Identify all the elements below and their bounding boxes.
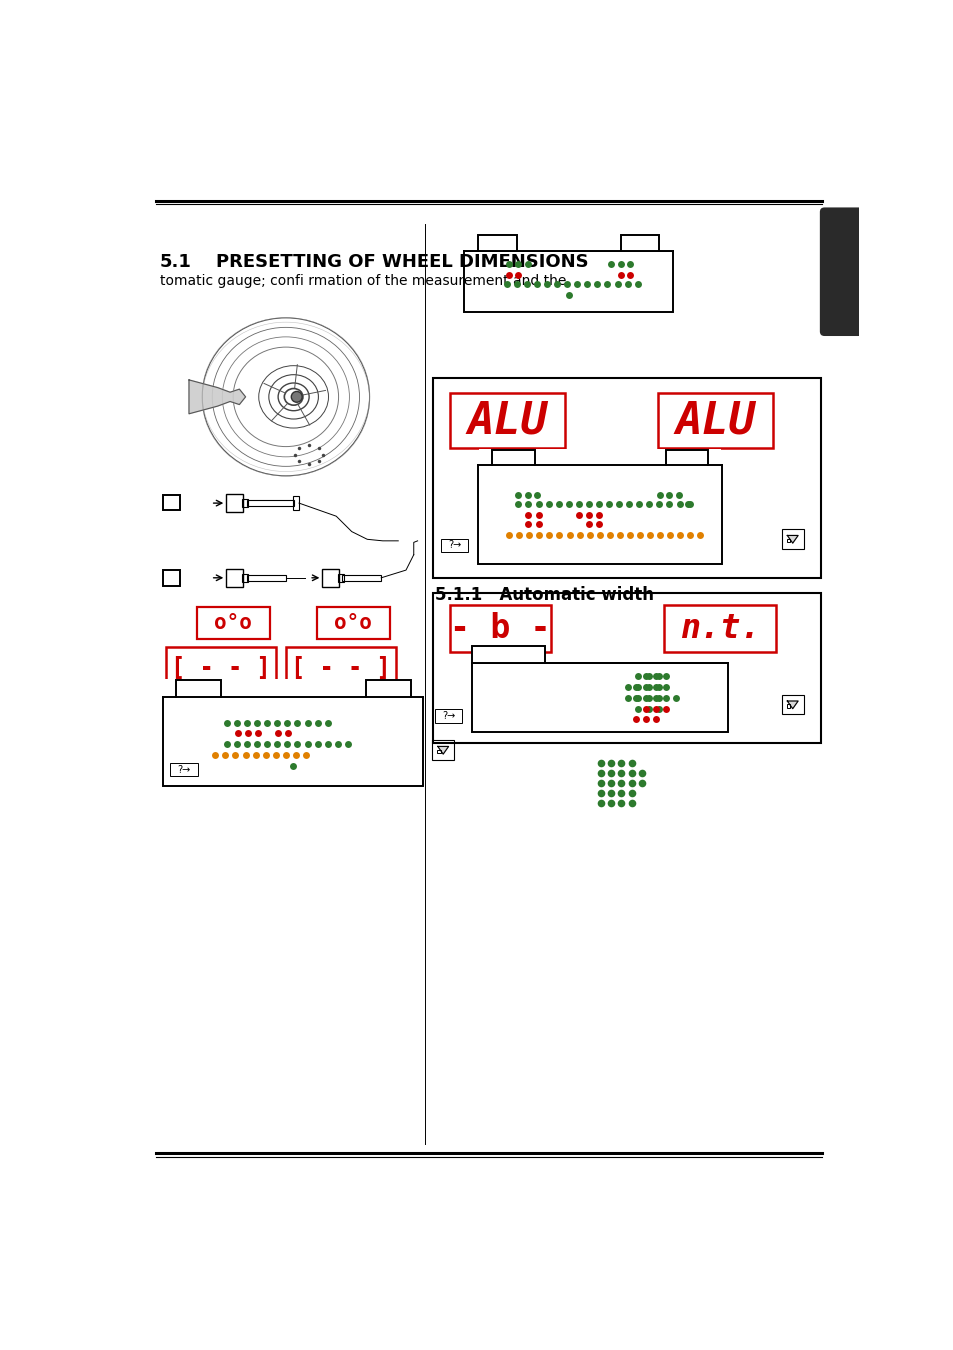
Bar bbox=[247, 500, 294, 506]
Text: - b -: - b - bbox=[450, 612, 550, 645]
Bar bbox=[781, 695, 802, 714]
Bar bbox=[316, 608, 390, 640]
Bar bbox=[477, 235, 517, 251]
Text: ALU: ALU bbox=[467, 400, 547, 443]
Text: ?→: ?→ bbox=[448, 540, 461, 551]
Bar bbox=[293, 497, 298, 510]
Text: o°o: o°o bbox=[334, 613, 372, 633]
Text: 5.1.1   Automatic width: 5.1.1 Automatic width bbox=[435, 586, 653, 603]
Bar bbox=[450, 605, 550, 652]
Bar bbox=[337, 574, 344, 582]
Bar bbox=[464, 251, 673, 312]
Bar bbox=[196, 608, 270, 640]
Bar bbox=[620, 235, 659, 251]
Text: ?→: ?→ bbox=[176, 764, 190, 775]
Text: tomatic gauge; confi rmation of the measurement and the: tomatic gauge; confi rmation of the meas… bbox=[159, 274, 565, 288]
Bar bbox=[477, 466, 721, 564]
Bar bbox=[226, 494, 243, 513]
Text: 5.1: 5.1 bbox=[159, 252, 192, 271]
Bar bbox=[432, 740, 454, 760]
Bar bbox=[241, 500, 248, 508]
Bar bbox=[450, 393, 564, 448]
Bar bbox=[433, 593, 820, 744]
Bar bbox=[492, 450, 534, 466]
Bar bbox=[226, 568, 243, 587]
Text: o°o: o°o bbox=[214, 613, 252, 633]
Bar bbox=[658, 393, 772, 448]
Bar bbox=[440, 539, 468, 552]
Polygon shape bbox=[786, 701, 798, 709]
Bar bbox=[286, 647, 395, 690]
Bar bbox=[365, 680, 410, 697]
Bar bbox=[163, 570, 180, 586]
Polygon shape bbox=[786, 536, 798, 543]
Text: PRESETTING OF WHEEL DIMENSIONS: PRESETTING OF WHEEL DIMENSIONS bbox=[216, 252, 588, 271]
Circle shape bbox=[291, 392, 302, 402]
Bar bbox=[322, 568, 339, 587]
Bar bbox=[472, 645, 545, 663]
Text: ?→: ?→ bbox=[441, 711, 455, 721]
Bar bbox=[785, 539, 790, 543]
Bar bbox=[163, 697, 422, 786]
Text: n.t.: n.t. bbox=[679, 612, 760, 645]
Bar bbox=[241, 574, 248, 582]
Bar bbox=[436, 749, 440, 753]
FancyBboxPatch shape bbox=[819, 208, 862, 336]
Bar bbox=[435, 710, 461, 722]
Bar bbox=[164, 679, 422, 698]
Bar bbox=[472, 645, 545, 663]
Bar bbox=[785, 705, 790, 707]
Bar bbox=[478, 450, 720, 466]
Bar bbox=[663, 605, 776, 652]
Polygon shape bbox=[189, 379, 245, 414]
Bar bbox=[342, 575, 381, 580]
Polygon shape bbox=[437, 747, 448, 755]
Text: ALU: ALU bbox=[675, 400, 755, 443]
Text: [ - - ]: [ - - ] bbox=[291, 656, 391, 680]
Bar bbox=[175, 680, 220, 697]
Text: [ - - ]: [ - - ] bbox=[171, 656, 271, 680]
Bar bbox=[464, 235, 672, 251]
Bar bbox=[247, 575, 286, 580]
Bar bbox=[166, 647, 275, 690]
Bar bbox=[781, 529, 802, 548]
Bar bbox=[433, 378, 820, 578]
Bar bbox=[170, 763, 197, 776]
Bar bbox=[472, 663, 727, 732]
Bar bbox=[665, 450, 707, 466]
Bar bbox=[163, 494, 180, 510]
